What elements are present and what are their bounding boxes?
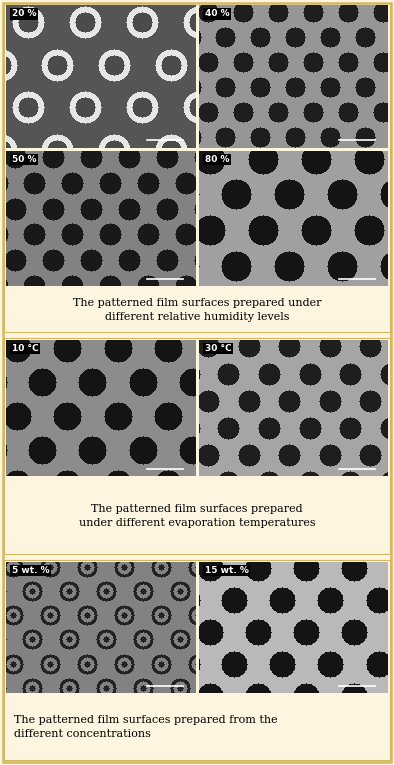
Text: 80 %: 80 %	[204, 155, 229, 164]
Text: The patterned film surfaces prepared from the
different concentrations: The patterned film surfaces prepared fro…	[14, 715, 277, 739]
Text: 5 wt. %: 5 wt. %	[12, 566, 49, 575]
Text: The patterned film surfaces prepared
under different evaporation temperatures: The patterned film surfaces prepared und…	[79, 503, 315, 528]
Text: 50 %: 50 %	[12, 155, 36, 164]
Text: 40 %: 40 %	[204, 9, 229, 18]
Text: 30 °C: 30 °C	[204, 344, 231, 353]
Text: 15 wt. %: 15 wt. %	[204, 566, 249, 575]
Text: 10 °C: 10 °C	[12, 344, 38, 353]
Text: 20 %: 20 %	[12, 9, 36, 18]
Text: The patterned film surfaces prepared under
different relative humidity levels: The patterned film surfaces prepared und…	[73, 298, 321, 321]
